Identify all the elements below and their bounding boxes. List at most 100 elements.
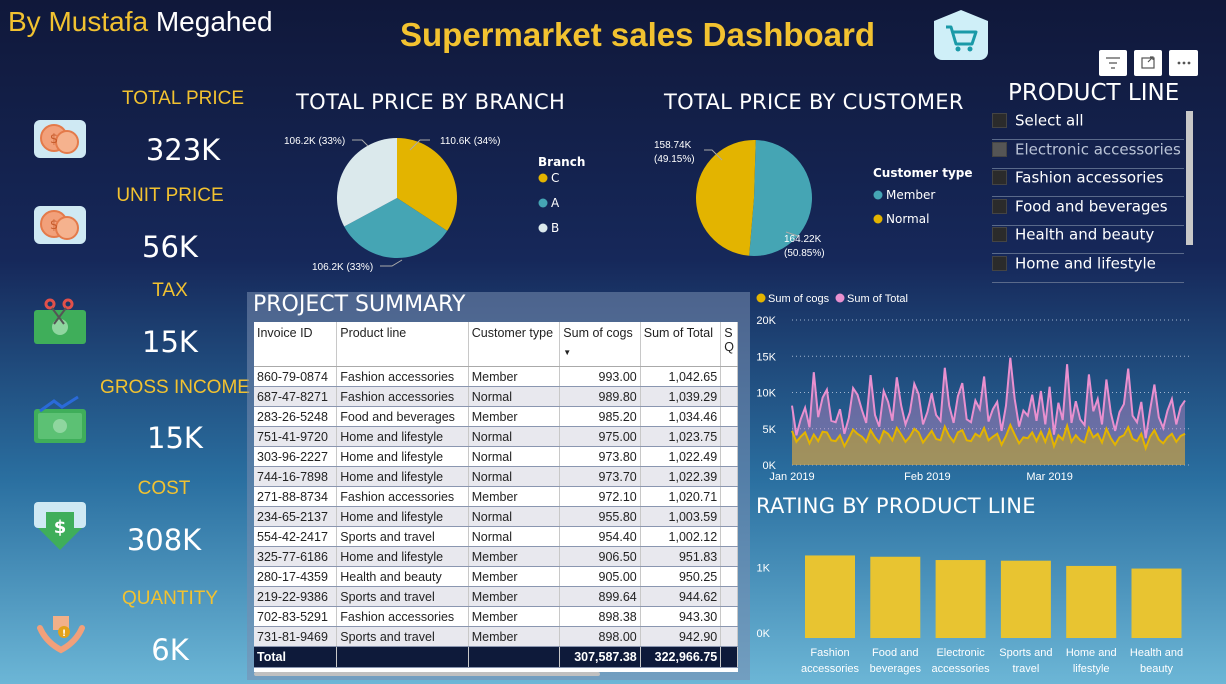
rating-bar[interactable] <box>1131 568 1182 638</box>
table-row[interactable]: 234-65-2137 Home and lifestyle Normal 955.8… <box>254 506 738 527</box>
checkbox[interactable] <box>992 198 1007 214</box>
svg-text:$: $ <box>50 132 58 147</box>
kpi-quantity-label: QUANTITY <box>121 588 219 609</box>
legend-item[interactable]: Sum of cogs <box>768 293 830 305</box>
legend-item-normal[interactable]: Normal <box>886 212 929 226</box>
legend-item-c[interactable]: C <box>551 171 559 185</box>
slicer-item-fashion-accessories[interactable]: Fashion accessories <box>992 168 1184 198</box>
area-fill <box>792 425 1185 465</box>
x-category-label: beverages <box>870 663 922 675</box>
kpi-unit-price-value: 56K <box>142 230 198 264</box>
project-summary-table: Invoice ID Product line Customer type Sum o… <box>254 322 738 672</box>
total-cell <box>336 646 469 668</box>
customer-chart-title: TOTAL PRICE BY CUSTOMER <box>664 90 964 114</box>
slicer-item-select-all[interactable]: Select all <box>992 111 1184 140</box>
rating-bar[interactable] <box>1000 560 1051 638</box>
more-options-icon[interactable] <box>1169 50 1198 76</box>
rating-bar[interactable] <box>1066 565 1117 638</box>
x-tick-label: Mar 2019 <box>1026 471 1072 483</box>
table-horizontal-scrollbar[interactable] <box>254 672 600 676</box>
pie-slice-normal[interactable] <box>696 140 756 256</box>
checkbox[interactable] <box>992 227 1007 243</box>
kpi-gross-income-label: GROSS INCOME <box>100 377 250 398</box>
table-row[interactable]: 219-22-9386 Sports and travel Member 899.64… <box>254 586 738 607</box>
slicer-item-label: Home and lifestyle <box>1015 254 1156 273</box>
rating-bar[interactable] <box>805 555 855 638</box>
legend-marker <box>873 190 883 200</box>
filter-icon[interactable] <box>1099 50 1127 76</box>
rating-bar[interactable] <box>935 560 986 638</box>
table-row[interactable]: 731-81-9469 Sports and travel Member 898.00… <box>254 626 738 647</box>
table-cell <box>720 586 738 607</box>
column-header[interactable]: Sum of Total <box>640 322 722 367</box>
pie-slice-b[interactable] <box>337 138 397 227</box>
slicer-scrollbar[interactable] <box>1186 111 1193 245</box>
series-line[interactable] <box>791 422 1186 452</box>
slicer-item-home-and-lifestyle[interactable]: Home and lifestyle <box>992 254 1184 283</box>
kpi-total-price-label: TOTAL PRICE <box>121 88 245 109</box>
table-cell: 951.83 <box>640 546 722 567</box>
column-header[interactable]: Product line <box>336 322 469 367</box>
checkbox[interactable] <box>992 170 1007 186</box>
table-cell: Home and lifestyle <box>336 446 469 467</box>
column-header[interactable]: Sum of cogs ▼ <box>559 322 641 367</box>
table-row[interactable]: 687-47-8271 Fashion accessories Normal 989.… <box>254 386 738 407</box>
slicer-item-food-and-beverages[interactable]: Food and beverages <box>992 197 1184 226</box>
legend-item-a[interactable]: A <box>551 196 560 210</box>
table-cell <box>720 566 738 587</box>
table-row[interactable]: 280-17-4359 Health and beauty Member 905.00… <box>254 566 738 587</box>
sales-trend-chart: Sum of cogs Sum of Total 0K 5K 10K 15K 20K Jan… <box>756 293 1189 483</box>
table-cell: 898.00 <box>559 626 641 647</box>
table-cell: Fashion accessories <box>336 366 469 387</box>
total-cell: 307,587.38 <box>559 646 641 668</box>
slicer-item-electronic-accessories[interactable]: Electronic accessories <box>992 140 1184 169</box>
x-category-label: travel <box>1012 663 1039 675</box>
checkbox[interactable] <box>992 141 1007 157</box>
pie-data-label: 106.2K (33%) <box>312 262 373 273</box>
table-row[interactable]: 325-77-6186 Home and lifestyle Member 906.5… <box>254 546 738 567</box>
pie-slice-member[interactable] <box>749 140 812 256</box>
table-cell <box>720 466 738 487</box>
table-row[interactable]: 303-96-2227 Home and lifestyle Normal 973.8… <box>254 446 738 467</box>
column-header[interactable]: S Q <box>720 322 738 367</box>
column-header[interactable]: Customer type <box>468 322 561 367</box>
sort-desc-icon[interactable]: ▼ <box>563 348 572 357</box>
legend-item-b[interactable]: B <box>551 221 559 235</box>
table-row[interactable]: 554-42-2417 Sports and travel Normal 954.40… <box>254 526 738 547</box>
table-row[interactable]: 751-41-9720 Home and lifestyle Normal 975.0… <box>254 426 738 447</box>
table-cell: 975.00 <box>559 426 641 447</box>
table-cell: 1,039.29 <box>640 386 722 407</box>
focus-mode-icon[interactable] <box>1134 50 1162 76</box>
slicer-item-health-and-beauty[interactable]: Health and beauty <box>992 225 1184 255</box>
table-row[interactable]: 283-26-5248 Food and beverages Member 985.2… <box>254 406 738 427</box>
total-cell: 322,966.75 <box>640 646 722 668</box>
table-row[interactable]: 271-88-8734 Fashion accessories Member 972.… <box>254 486 738 507</box>
table-row[interactable]: 744-16-7898 Home and lifestyle Normal 973.7… <box>254 466 738 487</box>
table-row[interactable]: 702-83-5291 Fashion accessories Member 898.… <box>254 606 738 627</box>
legend-marker <box>873 214 883 224</box>
checkbox[interactable] <box>992 256 1007 271</box>
x-category-label: beauty <box>1140 663 1174 675</box>
legend-item-member[interactable]: Member <box>886 188 935 202</box>
legend-item[interactable]: Sum of Total <box>847 293 908 305</box>
column-header[interactable]: Invoice ID <box>254 322 338 367</box>
legend-marker <box>538 173 548 183</box>
author-name: Megahed <box>155 6 273 37</box>
checkbox[interactable] <box>992 113 1007 128</box>
kpi-cost-label: COST <box>137 478 191 499</box>
kpi-cost-value: 308K <box>126 523 202 557</box>
table-cell <box>720 406 738 427</box>
table-cell: Fashion accessories <box>336 606 469 627</box>
pie-slice-c[interactable] <box>397 138 457 231</box>
rating-bar[interactable] <box>870 556 921 638</box>
table-cell: 1,042.65 <box>640 366 722 387</box>
table-cell: 985.20 <box>559 406 641 427</box>
table-cell: 234-65-2137 <box>254 506 338 527</box>
x-category-label: Electronic <box>936 647 985 659</box>
table-cell: Health and beauty <box>336 566 469 587</box>
series-line[interactable] <box>791 357 1186 439</box>
pie-slice-a[interactable] <box>344 198 448 258</box>
table-cell <box>720 486 738 507</box>
table-row[interactable]: 860-79-0874 Fashion accessories Member 993.… <box>254 366 738 387</box>
table-cell <box>720 446 738 467</box>
